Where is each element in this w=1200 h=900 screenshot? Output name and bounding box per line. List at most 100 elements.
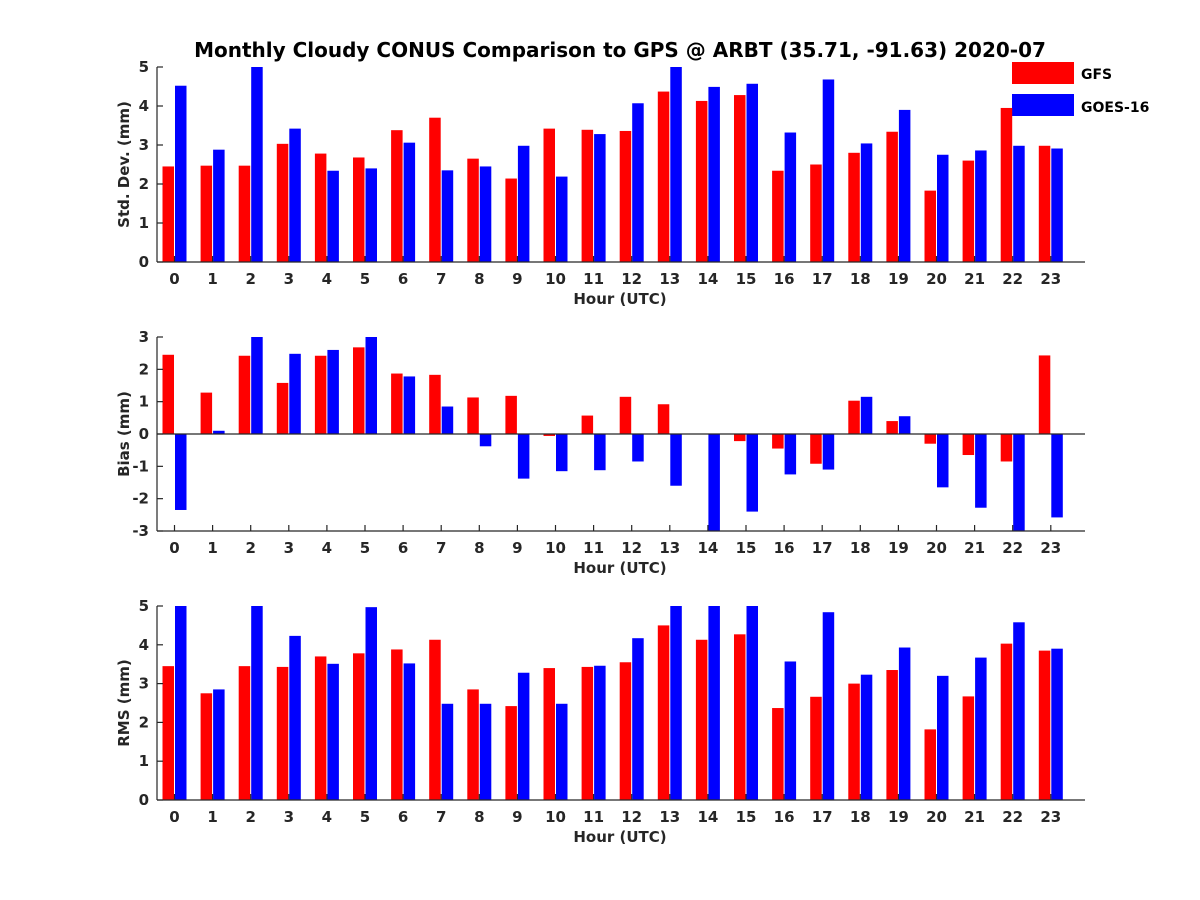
bar-gfs-hour-8 [467, 158, 479, 262]
bar-gfs-hour-20 [924, 729, 936, 800]
x-tick-label: 2 [245, 539, 255, 557]
bar-gfs-hour-13 [657, 91, 670, 262]
y-tick-label: 3 [139, 328, 149, 346]
bar-gfs-hour-5 [353, 653, 365, 800]
bar-goes16-hour-20 [937, 154, 949, 262]
bar-goes16-hour-12 [632, 103, 644, 263]
x-tick-label: 13 [659, 808, 680, 826]
bar-goes16-hour-18 [860, 143, 873, 262]
x-tick-label: 15 [736, 808, 757, 826]
x-tick-label: 0 [169, 539, 179, 557]
bar-goes16-hour-17 [822, 79, 835, 262]
bar-goes16-hour-17 [822, 434, 835, 470]
x-tick-label: 12 [621, 539, 642, 557]
bar-gfs-hour-22 [1000, 107, 1013, 262]
x-tick-label: 8 [474, 539, 484, 557]
bar-gfs-hour-23 [1038, 145, 1051, 262]
bar-goes16-hour-4 [327, 349, 339, 434]
y-tick-label: 1 [139, 393, 149, 411]
bar-goes16-hour-12 [632, 638, 644, 800]
bar-goes16-hour-19 [898, 109, 911, 263]
x-tick-label: 18 [850, 808, 871, 826]
x-tick-label: 2 [245, 270, 255, 288]
bar-goes16-hour-12 [632, 434, 644, 462]
x-tick-label: 19 [888, 808, 909, 826]
bar-gfs-hour-7 [429, 117, 441, 262]
bar-gfs-hour-14 [695, 100, 708, 263]
x-tick-label: 21 [964, 270, 985, 288]
bar-gfs-hour-15 [734, 434, 746, 442]
bar-goes16-hour-11 [594, 134, 606, 262]
bar-gfs-hour-9 [505, 178, 517, 262]
x-tick-label: 12 [621, 808, 642, 826]
x-tick-label: 3 [284, 808, 294, 826]
x-tick-label: 9 [512, 539, 522, 557]
x-tick-label: 19 [888, 539, 909, 557]
x-tick-label: 5 [360, 808, 370, 826]
bar-goes16-hour-19 [898, 416, 911, 434]
bar-gfs-hour-9 [505, 706, 517, 800]
bar-gfs-hour-16 [772, 170, 784, 262]
y-tick-label: 3 [139, 675, 149, 693]
bar-goes16-hour-3 [289, 128, 301, 262]
bar-goes16-hour-7 [441, 703, 454, 800]
x-tick-label: 15 [736, 270, 757, 288]
bar-gfs-hour-20 [924, 434, 936, 444]
x-tick-label: 5 [360, 270, 370, 288]
x-tick-label: 17 [812, 270, 833, 288]
y-tick-label: 4 [139, 97, 149, 115]
x-tick-label: 7 [436, 808, 446, 826]
bar-gfs-hour-19 [886, 131, 898, 262]
bar-goes16-hour-2 [251, 337, 263, 434]
bar-gfs-hour-14 [695, 639, 708, 800]
bar-gfs-hour-1 [200, 392, 213, 434]
bar-gfs-hour-7 [429, 639, 441, 800]
bar-goes16-hour-6 [403, 376, 416, 434]
y-tick-label: 4 [139, 636, 149, 654]
bar-gfs-hour-16 [772, 708, 784, 800]
bar-gfs-hour-2 [238, 165, 251, 262]
bar-goes16-hour-18 [860, 396, 873, 434]
bar-goes16-hour-23 [1051, 434, 1063, 518]
y-tick-label: 3 [139, 136, 149, 154]
bar-goes16-hour-1 [213, 430, 225, 434]
bar-gfs-hour-21 [962, 696, 975, 800]
x-tick-label: 10 [545, 270, 566, 288]
x-tick-label: 19 [888, 270, 909, 288]
bar-goes16-hour-3 [289, 353, 301, 434]
bar-goes16-hour-13 [670, 606, 682, 800]
bar-goes16-hour-21 [975, 150, 987, 262]
x-tick-label: 9 [512, 808, 522, 826]
x-axis-label: Hour (UTC) [573, 290, 666, 308]
x-tick-label: 8 [474, 270, 484, 288]
bar-goes16-hour-10 [556, 434, 568, 472]
bar-gfs-hour-3 [276, 666, 289, 800]
x-tick-label: 4 [322, 270, 332, 288]
bar-gfs-hour-10 [543, 128, 555, 262]
bar-gfs-hour-17 [810, 164, 822, 262]
x-tick-label: 11 [583, 808, 604, 826]
bar-goes16-hour-23 [1051, 648, 1063, 800]
x-tick-label: 4 [322, 539, 332, 557]
x-axis-label: Hour (UTC) [573, 828, 666, 846]
bar-goes16-hour-18 [860, 674, 873, 800]
bar-goes16-hour-16 [784, 434, 797, 475]
bar-goes16-hour-20 [937, 434, 949, 488]
bar-goes16-hour-14 [708, 86, 720, 262]
y-axis-label: Std. Dev. (mm) [115, 101, 133, 228]
x-tick-label: 7 [436, 539, 446, 557]
y-axis-label: Bias (mm) [115, 391, 133, 477]
x-tick-label: 6 [398, 270, 408, 288]
bar-goes16-hour-22 [1013, 434, 1025, 531]
bar-goes16-hour-15 [746, 434, 758, 512]
bar-goes16-hour-3 [289, 635, 301, 800]
bar-goes16-hour-8 [479, 166, 492, 262]
bar-gfs-hour-15 [734, 95, 746, 262]
bar-gfs-hour-2 [238, 666, 251, 800]
bar-goes16-hour-2 [251, 606, 263, 800]
bar-goes16-hour-0 [175, 434, 187, 510]
bar-gfs-hour-11 [581, 666, 594, 800]
bar-goes16-hour-13 [670, 434, 682, 486]
